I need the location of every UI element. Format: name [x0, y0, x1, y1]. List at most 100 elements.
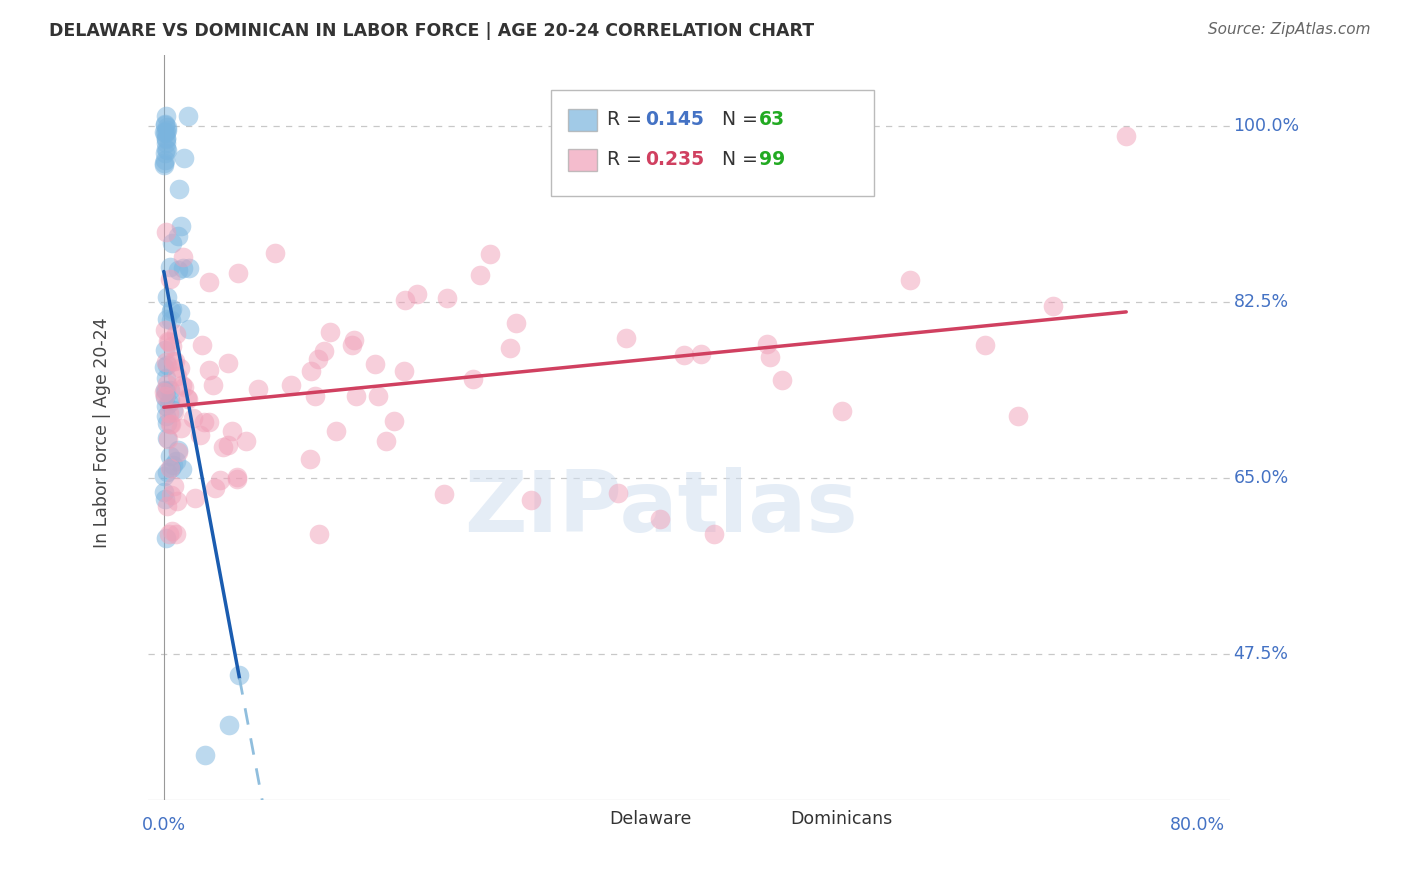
Point: [1115, 128, 1137, 143]
Point: [159, 260, 181, 274]
Point: [169, 306, 191, 320]
Point: [169, 360, 191, 375]
Point: [159, 488, 181, 502]
Point: [374, 434, 396, 449]
Text: Delaware: Delaware: [609, 810, 692, 828]
FancyBboxPatch shape: [571, 808, 599, 829]
Point: [344, 389, 367, 403]
Point: [461, 372, 484, 386]
Point: [156, 499, 179, 513]
Point: [155, 136, 177, 151]
Point: [499, 341, 522, 355]
Point: [155, 153, 177, 167]
Point: [153, 117, 176, 131]
Point: [160, 339, 183, 353]
Point: [172, 260, 194, 275]
Text: Source: ZipAtlas.com: Source: ZipAtlas.com: [1208, 22, 1371, 37]
Point: [159, 417, 181, 432]
Point: [193, 415, 215, 429]
Point: [228, 667, 250, 681]
Text: 80.0%: 80.0%: [1170, 815, 1225, 834]
Point: [520, 493, 543, 508]
Point: [226, 470, 249, 484]
Text: 65.0%: 65.0%: [1233, 469, 1289, 487]
Point: [153, 145, 176, 160]
Point: [159, 461, 181, 475]
Point: [759, 351, 782, 365]
Point: [468, 268, 491, 282]
Point: [170, 378, 193, 392]
Point: [703, 526, 725, 541]
Point: [479, 247, 502, 261]
Point: [217, 438, 239, 452]
Point: [159, 383, 181, 397]
Point: [325, 424, 347, 438]
Point: [218, 718, 240, 732]
Point: [607, 485, 630, 500]
Text: DELAWARE VS DOMINICAN IN LABOR FORCE | AGE 20-24 CORRELATION CHART: DELAWARE VS DOMINICAN IN LABOR FORCE | A…: [49, 22, 814, 40]
Point: [319, 326, 342, 340]
Point: [209, 473, 232, 487]
Point: [343, 333, 366, 347]
Point: [382, 413, 405, 427]
Point: [157, 396, 180, 410]
Point: [756, 336, 779, 351]
Point: [155, 531, 177, 545]
Point: [308, 526, 330, 541]
Point: [831, 404, 853, 418]
Point: [179, 322, 201, 336]
FancyBboxPatch shape: [568, 109, 596, 131]
Point: [155, 399, 177, 413]
Point: [153, 390, 176, 404]
Point: [155, 125, 177, 139]
Point: [754, 171, 776, 186]
Point: [155, 416, 177, 430]
Point: [173, 151, 195, 165]
Point: [156, 431, 179, 445]
Point: [263, 246, 285, 260]
Point: [155, 384, 177, 399]
Point: [1007, 409, 1029, 423]
Point: [312, 344, 335, 359]
Point: [406, 286, 429, 301]
Text: 0.145: 0.145: [645, 110, 704, 129]
Point: [159, 460, 181, 475]
Point: [156, 143, 179, 157]
Point: [172, 250, 194, 264]
Point: [690, 347, 713, 361]
Point: [184, 491, 207, 506]
Point: [650, 511, 672, 525]
Point: [974, 338, 997, 352]
Text: 0.235: 0.235: [645, 151, 704, 169]
Point: [394, 364, 416, 378]
Text: 100.0%: 100.0%: [1233, 117, 1299, 135]
Point: [152, 385, 174, 400]
Point: [153, 118, 176, 132]
Point: [505, 316, 527, 330]
Point: [153, 491, 176, 506]
Point: [342, 338, 364, 352]
Point: [228, 266, 250, 280]
Point: [155, 127, 177, 141]
Point: [169, 421, 191, 435]
Point: [367, 389, 389, 403]
Point: [156, 432, 179, 446]
Point: [155, 109, 177, 123]
Point: [157, 406, 180, 420]
Point: [299, 452, 322, 467]
Point: [153, 389, 176, 403]
Point: [172, 462, 194, 476]
Point: [198, 415, 221, 429]
Point: [156, 359, 179, 373]
Point: [153, 156, 176, 170]
Point: [167, 182, 190, 196]
Point: [159, 417, 181, 431]
Text: 47.5%: 47.5%: [1233, 646, 1288, 664]
Point: [165, 327, 187, 342]
Point: [173, 380, 195, 394]
Point: [160, 235, 183, 250]
Point: [247, 383, 270, 397]
Point: [156, 123, 179, 137]
Point: [165, 454, 187, 468]
Point: [155, 225, 177, 239]
